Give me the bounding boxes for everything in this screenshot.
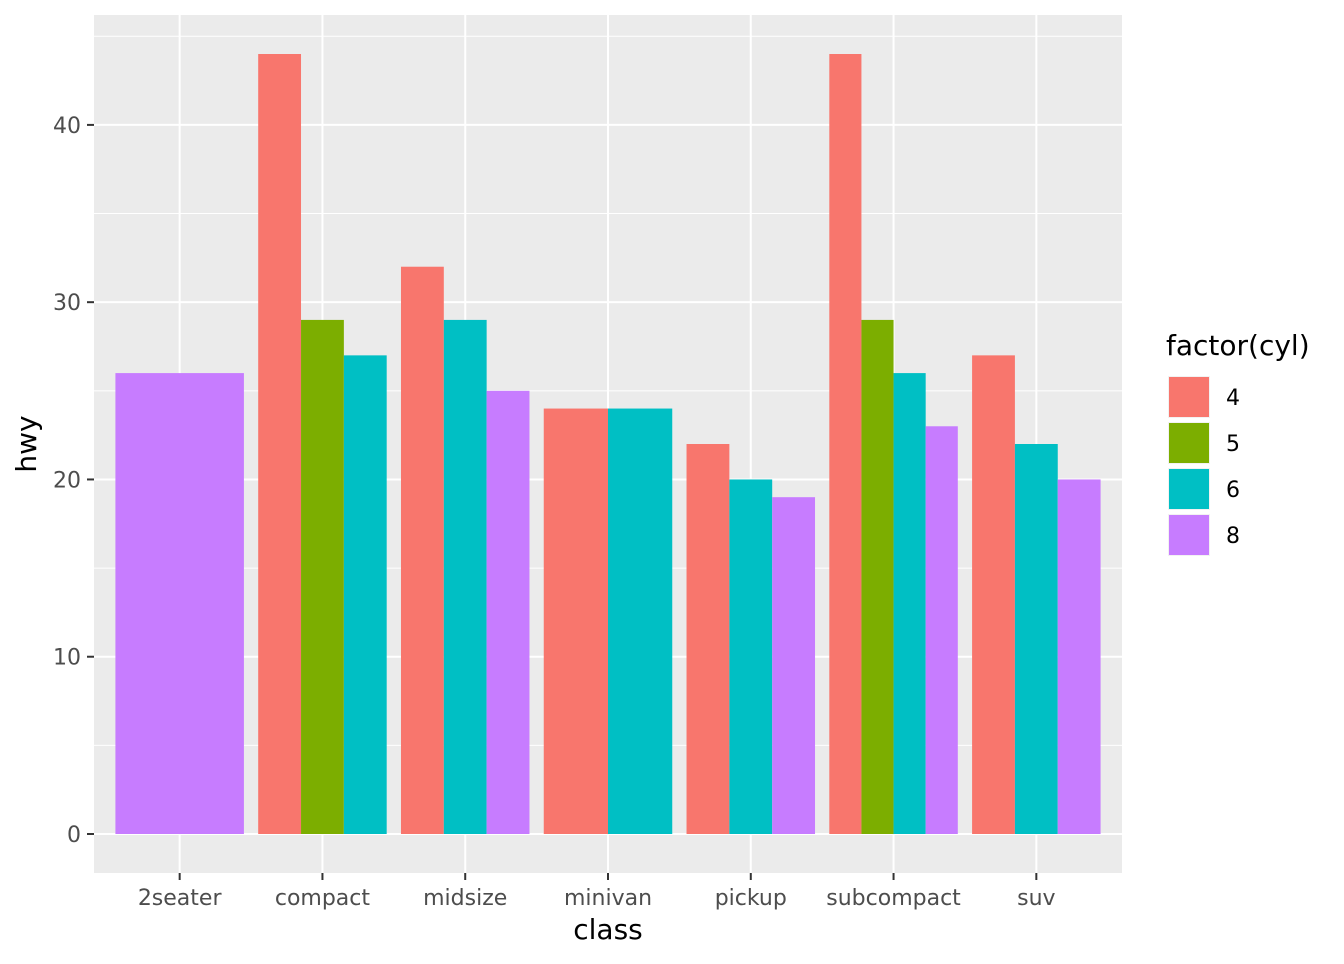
bar-midsize-cyl6: [443, 319, 487, 835]
x-tick-label: pickup: [715, 886, 787, 911]
legend-label-8: 8: [1226, 524, 1240, 549]
legend-label-5: 5: [1226, 432, 1240, 457]
legend-label-6: 6: [1226, 478, 1240, 503]
bar-2seater-cyl8: [115, 373, 244, 834]
legend-swatch-5: [1169, 423, 1209, 463]
bar-pickup-cyl8: [772, 497, 816, 834]
bar-pickup-cyl6: [729, 479, 773, 834]
bar-subcompact-cyl8: [925, 426, 958, 834]
y-tick-label: 30: [53, 291, 81, 316]
x-tick-label: minivan: [564, 886, 652, 911]
x-tick-label: subcompact: [826, 886, 961, 911]
x-tick-label: compact: [275, 886, 371, 911]
bar-minivan-cyl6: [608, 408, 673, 834]
bar-midsize-cyl8: [486, 390, 530, 834]
bar-suv-cyl8: [1057, 479, 1101, 834]
bar-midsize-cyl4: [400, 266, 444, 834]
bar-compact-cyl6: [343, 355, 387, 834]
bars: [115, 54, 1101, 835]
bar-suv-cyl6: [1014, 444, 1058, 834]
y-tick-label: 20: [53, 468, 81, 493]
axes: 0 10 20 30 40 2seater compact midsize minivan pic…: [53, 114, 1056, 911]
bar-suv-cyl4: [972, 355, 1015, 834]
y-tick-label: 0: [67, 823, 81, 848]
x-tick-label: 2seater: [138, 886, 223, 911]
x-tick-label: midsize: [423, 886, 507, 911]
y-axis-title: hwy: [10, 415, 43, 472]
bar-subcompact-cyl4: [829, 54, 862, 834]
bar-pickup-cyl4: [686, 444, 730, 834]
y-tick-label: 10: [53, 646, 81, 671]
bar-compact-cyl5: [301, 319, 344, 835]
legend: factor(cyl) 4 5 6 8: [1166, 329, 1310, 556]
legend-label-4: 4: [1226, 386, 1240, 411]
bar-compact-cyl4: [258, 54, 302, 834]
y-tick-label: 40: [53, 114, 81, 139]
x-tick-label: suv: [1017, 886, 1055, 911]
x-axis-title: class: [573, 913, 643, 946]
legend-swatch-4: [1169, 377, 1209, 417]
legend-swatch-8: [1169, 515, 1209, 555]
bar-subcompact-cyl6: [893, 373, 926, 834]
legend-title: factor(cyl): [1166, 329, 1310, 362]
bar-subcompact-cyl5: [861, 319, 894, 835]
legend-swatch-6: [1169, 469, 1209, 509]
bar-minivan-cyl4: [543, 408, 608, 834]
